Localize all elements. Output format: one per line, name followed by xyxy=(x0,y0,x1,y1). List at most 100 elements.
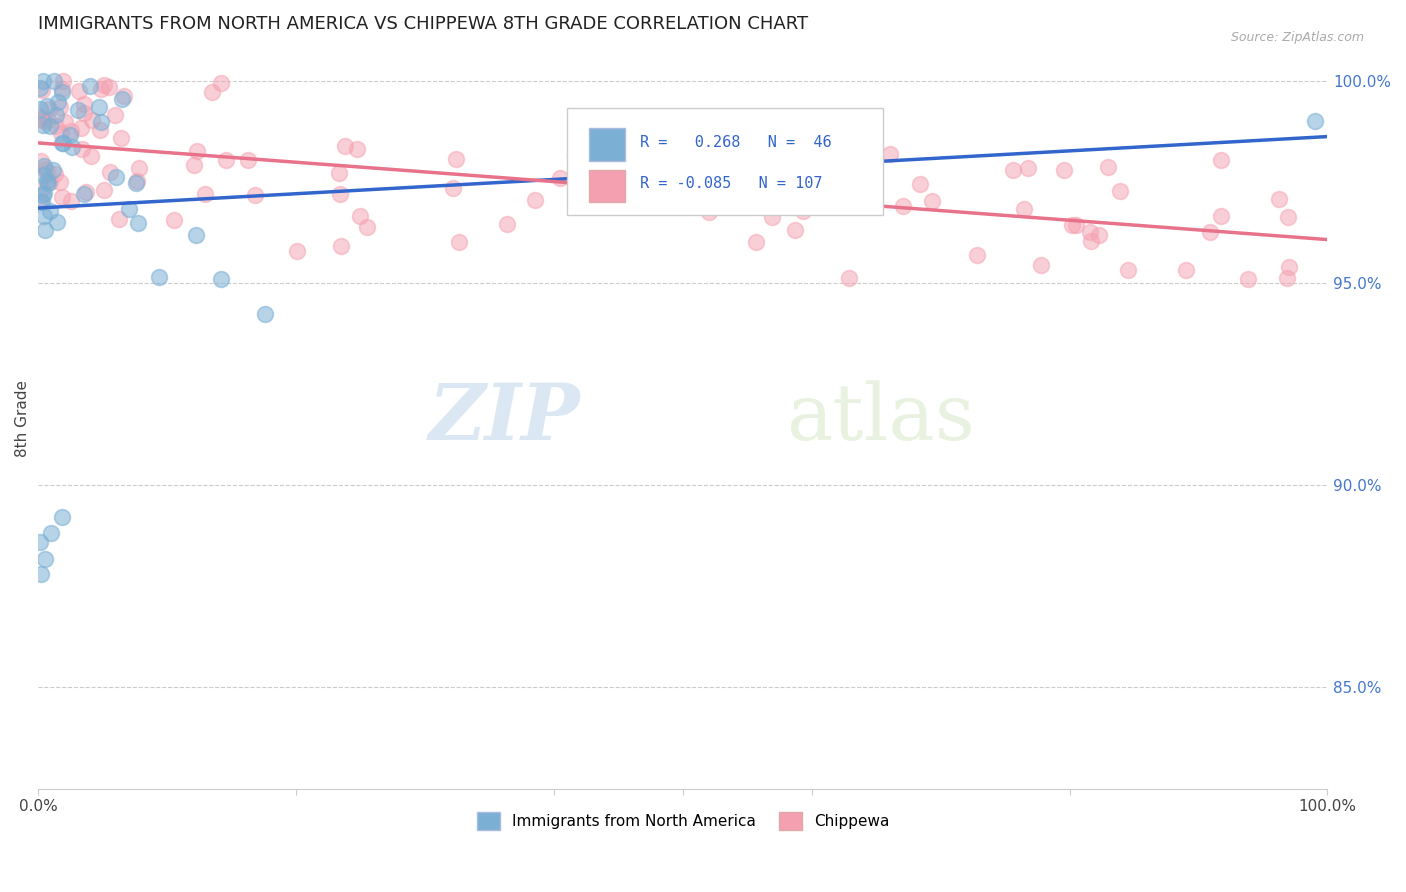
Point xyxy=(908,177,931,191)
Point xyxy=(51,85,73,99)
Point xyxy=(682,177,704,191)
Point xyxy=(1017,161,1039,176)
Point xyxy=(31,188,53,202)
Point xyxy=(89,123,111,137)
Point xyxy=(186,228,208,243)
Point xyxy=(1211,153,1233,168)
Point xyxy=(447,235,470,250)
Point xyxy=(1211,209,1233,223)
Point xyxy=(48,100,70,114)
Point xyxy=(209,272,232,286)
Point xyxy=(127,216,149,230)
Point xyxy=(1174,263,1197,277)
Point xyxy=(51,136,73,150)
Point xyxy=(104,169,127,184)
Point xyxy=(37,98,59,112)
Point xyxy=(441,181,464,195)
Legend: Immigrants from North America, Chippewa: Immigrants from North America, Chippewa xyxy=(471,805,896,837)
Point xyxy=(79,78,101,93)
Point xyxy=(44,167,66,181)
Point xyxy=(80,149,103,163)
Point xyxy=(523,193,546,207)
Point xyxy=(1029,258,1052,272)
Point xyxy=(1108,184,1130,198)
Point xyxy=(51,189,73,203)
Point xyxy=(73,186,96,201)
Point xyxy=(745,235,768,250)
Point xyxy=(335,139,357,153)
Point xyxy=(128,161,150,176)
Point xyxy=(838,270,860,285)
Point xyxy=(194,186,217,201)
Point xyxy=(72,142,94,156)
Point xyxy=(32,159,55,173)
Point xyxy=(34,223,56,237)
Point xyxy=(111,92,134,106)
Point xyxy=(70,121,93,136)
Point xyxy=(921,194,943,209)
Point xyxy=(163,213,186,227)
Point xyxy=(31,566,53,581)
Point xyxy=(108,211,131,226)
Point xyxy=(49,175,72,189)
Point xyxy=(52,74,75,88)
Point xyxy=(329,186,352,201)
Point xyxy=(37,113,59,128)
Point xyxy=(46,214,69,228)
Point xyxy=(51,509,73,524)
Point xyxy=(761,210,783,224)
Point xyxy=(112,88,135,103)
Point xyxy=(329,239,352,253)
Point xyxy=(1303,114,1326,128)
Point xyxy=(110,131,132,145)
Point xyxy=(891,199,914,213)
Point xyxy=(495,217,517,231)
Point xyxy=(80,112,103,127)
Point xyxy=(879,146,901,161)
Point xyxy=(73,105,96,120)
Point xyxy=(39,525,62,540)
Point xyxy=(118,202,141,217)
Point xyxy=(1080,235,1102,249)
Point xyxy=(564,149,586,163)
Point xyxy=(28,535,51,549)
Point xyxy=(356,220,378,235)
Point xyxy=(45,108,67,122)
Point xyxy=(30,154,52,169)
Text: R =   0.268   N =  46: R = 0.268 N = 46 xyxy=(640,135,832,150)
Point xyxy=(665,136,688,150)
Point xyxy=(34,209,56,223)
Point xyxy=(34,551,56,566)
Point xyxy=(630,171,652,186)
Text: ZIP: ZIP xyxy=(429,380,579,457)
Point xyxy=(1087,228,1109,243)
Point xyxy=(53,114,76,128)
Point xyxy=(37,174,59,188)
Point xyxy=(46,95,69,109)
Point xyxy=(32,168,55,182)
Point xyxy=(1080,225,1102,239)
Point xyxy=(42,163,65,178)
Point xyxy=(186,144,208,158)
Point xyxy=(818,150,841,164)
Point xyxy=(31,182,53,196)
Point xyxy=(73,97,96,112)
Point xyxy=(1277,210,1299,224)
Point xyxy=(89,100,111,114)
Point xyxy=(31,194,53,209)
Point xyxy=(51,82,73,96)
Point xyxy=(39,175,62,189)
Point xyxy=(32,113,55,128)
Point xyxy=(104,108,127,122)
Point xyxy=(93,78,115,93)
Point xyxy=(125,176,148,190)
Point xyxy=(444,153,467,167)
Point xyxy=(75,185,97,199)
Point xyxy=(1116,262,1139,277)
Point xyxy=(238,153,260,167)
Point xyxy=(548,171,571,186)
Point xyxy=(28,194,51,208)
Point xyxy=(1278,260,1301,274)
Text: IMMIGRANTS FROM NORTH AMERICA VS CHIPPEWA 8TH GRADE CORRELATION CHART: IMMIGRANTS FROM NORTH AMERICA VS CHIPPEW… xyxy=(38,15,808,33)
Point xyxy=(28,112,51,126)
